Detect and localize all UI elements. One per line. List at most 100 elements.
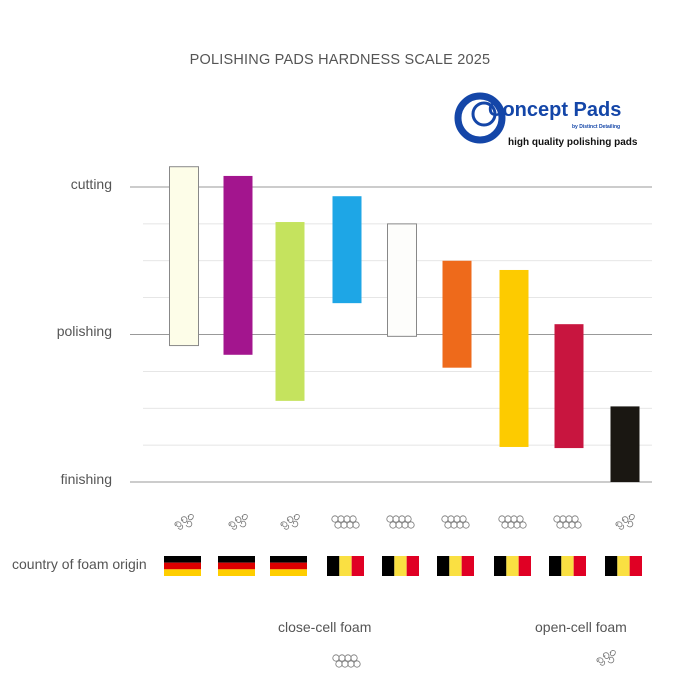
open-cell-foam-icon	[615, 514, 635, 530]
closed-cell-foam-icon	[386, 515, 415, 529]
foam-cell-circle	[516, 515, 524, 523]
foam-cell-circle	[392, 515, 400, 523]
bar-3	[275, 222, 305, 401]
bar-4	[332, 196, 362, 304]
flag-germany-stripe	[218, 562, 255, 570]
foam-cell-circle	[559, 515, 567, 523]
country-row-label: country of foam origin	[12, 556, 147, 572]
flag-germany-stripe	[270, 562, 307, 570]
foam-cell-circle	[347, 660, 355, 668]
foam-cell-circle	[401, 521, 409, 529]
flag-belgium-stripe	[327, 556, 340, 576]
foam-cell-circle	[386, 515, 394, 523]
chart-title: POLISHING PADS HARDNESS SCALE 2025	[189, 52, 491, 68]
flag-belgium-stripe	[605, 556, 618, 576]
flag-germany-stripe	[164, 556, 201, 563]
foam-cell-circle	[337, 515, 345, 523]
foam-cell-circle	[340, 521, 348, 529]
foam-cell-circle	[444, 521, 452, 529]
legend-open-cell-icon	[596, 650, 616, 666]
foam-cell-circle	[553, 515, 561, 523]
closed-cell-foam-icon	[553, 515, 582, 529]
foam-cell-circle	[513, 521, 521, 529]
concept-pads-logo: Concept Pads by Distinct Detailing high …	[454, 90, 644, 156]
foam-cell-circle	[398, 515, 406, 523]
foam-cell-circle	[453, 515, 461, 523]
foam-cell-circle	[571, 515, 579, 523]
foam-cell-circle	[510, 515, 518, 523]
foam-cell-circle	[441, 515, 449, 523]
foam-cell-circle	[349, 515, 357, 523]
y-tick-label-cutting: cutting	[70, 176, 112, 192]
legend-closed-cell-label: close-cell foam	[278, 619, 372, 635]
foam-cell-circle	[332, 654, 340, 662]
foam-cell-circle	[450, 521, 458, 529]
foam-cell-circle	[389, 521, 397, 529]
flag-belgium-stripe	[561, 556, 574, 576]
foam-cell-circle	[568, 521, 576, 529]
flag-germany-stripe	[218, 556, 255, 563]
foam-cell-circle	[350, 654, 358, 662]
y-tick-label-finishing: finishing	[60, 471, 112, 487]
foam-cell-circle	[331, 515, 339, 523]
flag-belgium-stripe	[573, 556, 586, 576]
foam-cell-circle	[504, 515, 512, 523]
bar-7	[499, 269, 529, 447]
flag-belgium-stripe	[506, 556, 519, 576]
foam-cell-circle	[556, 521, 564, 529]
closed-cell-foam-icon	[498, 515, 527, 529]
legend-open-cell-label: open-cell foam	[535, 619, 627, 635]
foam-cell-circle	[338, 654, 346, 662]
foam-cell-circle	[404, 515, 412, 523]
foam-cell-circle	[562, 521, 570, 529]
bar-5	[387, 223, 417, 337]
closed-cell-foam-icon	[331, 515, 360, 529]
flag-belgium-stripe	[461, 556, 474, 576]
flag-germany-stripe	[270, 569, 307, 576]
foam-cell-circle	[498, 515, 506, 523]
flag-belgium-stripe	[449, 556, 462, 576]
flag-germany-stripe	[218, 569, 255, 576]
foam-cell-circle	[574, 521, 582, 529]
flag-belgium-stripe	[494, 556, 507, 576]
foam-cell-circle	[343, 515, 351, 523]
flag-belgium-stripe	[394, 556, 407, 576]
bar-8	[554, 324, 584, 449]
foam-cell-circle	[395, 521, 403, 529]
foam-cell-circle	[565, 515, 573, 523]
flag-belgium-stripe	[518, 556, 531, 576]
foam-cell-circle	[334, 521, 342, 529]
foam-cell-circle	[519, 521, 527, 529]
open-cell-foam-icon	[280, 514, 300, 530]
flag-belgium-stripe	[382, 556, 395, 576]
foam-cell-circle	[456, 521, 464, 529]
flag-germany-stripe	[270, 556, 307, 563]
svg-text:by Distinct Detailing: by Distinct Detailing	[572, 124, 620, 130]
bar-6	[442, 260, 472, 368]
foam-cell-circle	[352, 521, 360, 529]
y-tick-label-polishing: polishing	[56, 323, 112, 339]
closed-cell-foam-icon	[441, 515, 470, 529]
foam-cell-circle	[462, 521, 470, 529]
legend-closed-cell-icon	[332, 654, 361, 668]
foam-cell-circle	[344, 654, 352, 662]
flag-belgium-stripe	[406, 556, 419, 576]
flag-belgium-stripe	[629, 556, 642, 576]
foam-cell-circle	[501, 521, 509, 529]
bar-1	[169, 166, 199, 347]
foam-cell-circle	[335, 660, 343, 668]
flag-belgium-stripe	[549, 556, 562, 576]
flag-belgium-stripe	[339, 556, 352, 576]
open-cell-foam-icon	[174, 514, 194, 530]
flag-germany-stripe	[164, 562, 201, 570]
flag-belgium-stripe	[351, 556, 364, 576]
flag-belgium-stripe	[437, 556, 450, 576]
foam-cell-circle	[407, 521, 415, 529]
flag-germany-stripe	[164, 569, 201, 576]
svg-text:Concept Pads: Concept Pads	[488, 99, 621, 121]
flag-belgium-stripe	[617, 556, 630, 576]
foam-cell-circle	[459, 515, 467, 523]
foam-cell-circle	[507, 521, 515, 529]
